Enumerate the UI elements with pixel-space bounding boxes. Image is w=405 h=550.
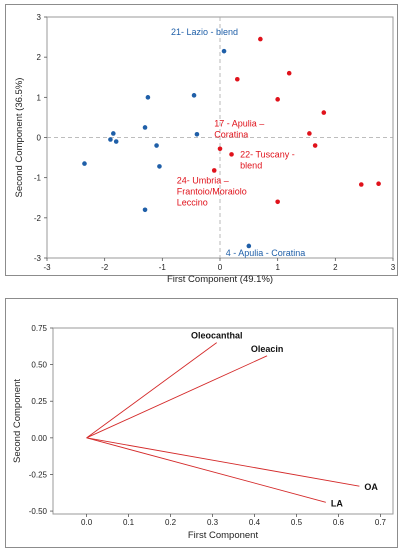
loading-plot-outer-frame (5, 298, 398, 548)
y-tick-label: 0.00 (31, 434, 47, 443)
sample-annotation: blend (240, 161, 262, 171)
x-tick-label: -1 (159, 263, 167, 272)
y-tick-label: 0.25 (31, 397, 47, 406)
data-point-red (217, 146, 223, 152)
y-tick-label: -3 (34, 254, 42, 263)
y-tick-label: 3 (37, 13, 42, 22)
loading-vector-oleacin (86, 355, 268, 439)
sample-annotation: 21- Lazio - blend (171, 27, 238, 37)
y-tick-label: 2 (37, 53, 42, 62)
y-tick-label: -2 (34, 214, 42, 223)
x-tick-label: 0.7 (375, 518, 387, 527)
data-point-red (275, 97, 280, 102)
sample-annotation: Frantoio/Moraiolo (177, 187, 247, 197)
y-tick-label: 1 (37, 93, 42, 102)
x-tick-label: 0.0 (81, 518, 93, 527)
data-point-blue (157, 164, 162, 169)
sample-annotation: 24- Umbria – (177, 176, 229, 186)
pca-score-plot-panel: -3 -2 -1 0 1 2 3 -3 -2 -1 0 1 2 3 First Component (49.… (5, 4, 398, 285)
plot-area-border (52, 327, 394, 515)
x-tick-label: 0 (218, 263, 223, 272)
sample-annotation: Coratina (214, 129, 248, 139)
x-tick-label: 0.2 (165, 518, 177, 527)
vector-label: OA (364, 482, 378, 492)
score-plot-outer-frame (5, 4, 398, 276)
sample-annotation: 4 - Apulia - Coratina (226, 248, 306, 258)
data-point-red (286, 70, 292, 76)
x-tick-label: 1 (275, 263, 280, 272)
x-tick-label: 0.3 (207, 518, 219, 527)
pca-loading-plot-panel: 0.0 0.1 0.2 0.3 0.4 0.5 0.6 0.7 -0.50 -0.25 0.00 0.… (0, 298, 405, 550)
x-axis-label: First Component (49.1%) (167, 274, 273, 285)
x-tick-label: -2 (101, 263, 109, 272)
score-plot-svg: -3 -2 -1 0 1 2 3 -3 -2 -1 0 1 2 3 First Component (49.… (14, 13, 396, 285)
data-point-blue (191, 93, 197, 98)
data-point-red (321, 110, 327, 115)
data-point-blue (142, 125, 148, 130)
data-point-blue (246, 243, 252, 249)
vector-label: LA (331, 498, 343, 508)
data-point-blue (113, 139, 119, 144)
data-point-blue (108, 137, 113, 142)
data-point-red (307, 131, 312, 136)
loading-vector-la (86, 437, 326, 503)
data-point-blue (82, 161, 87, 166)
data-point-blue (142, 207, 148, 213)
data-point-red (275, 199, 280, 205)
y-tick-label: -1 (34, 174, 42, 183)
data-point-red (235, 76, 240, 82)
vector-label: Oleacin (251, 344, 284, 354)
x-tick-label: 0.4 (249, 518, 261, 527)
x-tick-label: 0.6 (333, 518, 345, 527)
data-point-blue (194, 131, 200, 137)
data-point-red (312, 143, 318, 148)
y-tick-label: -0.25 (29, 470, 48, 479)
loading-vector-oleocanthal (86, 342, 217, 439)
loading-plot-svg: 0.0 0.1 0.2 0.3 0.4 0.5 0.6 0.7 -0.50 -0.25 0.00 0.… (12, 324, 394, 541)
loading-vector-oa (86, 437, 360, 487)
data-point-blue (154, 143, 159, 148)
x-tick-label: 3 (391, 263, 396, 272)
y-axis-label: Second Component (12, 379, 23, 463)
data-point-blue (145, 95, 151, 100)
y-axis-label: Second Component (36.5%) (14, 78, 25, 198)
data-point-red (229, 152, 234, 157)
sample-annotation: 17 - Apulia – (214, 118, 264, 128)
y-tick-label: 0 (37, 134, 42, 143)
x-tick-label: 0.1 (123, 518, 135, 527)
x-tick-label: 0.5 (291, 518, 303, 527)
y-tick-label: 0.50 (31, 361, 47, 370)
data-point-blue (221, 48, 227, 54)
x-tick-label: 2 (333, 263, 338, 272)
y-tick-label: -0.50 (29, 507, 48, 516)
y-tick-label: 0.75 (31, 324, 47, 333)
data-point-blue (111, 131, 116, 136)
x-axis-label: First Component (188, 530, 259, 541)
data-point-red (358, 182, 364, 187)
data-point-red (376, 181, 381, 186)
data-point-red (211, 168, 217, 173)
vector-label: Oleocanthal (191, 331, 243, 341)
sample-annotation: 22- Tuscany - (240, 150, 295, 160)
data-point-red (258, 36, 263, 42)
sample-annotation: Leccino (177, 198, 208, 208)
x-tick-label: -3 (43, 263, 51, 272)
